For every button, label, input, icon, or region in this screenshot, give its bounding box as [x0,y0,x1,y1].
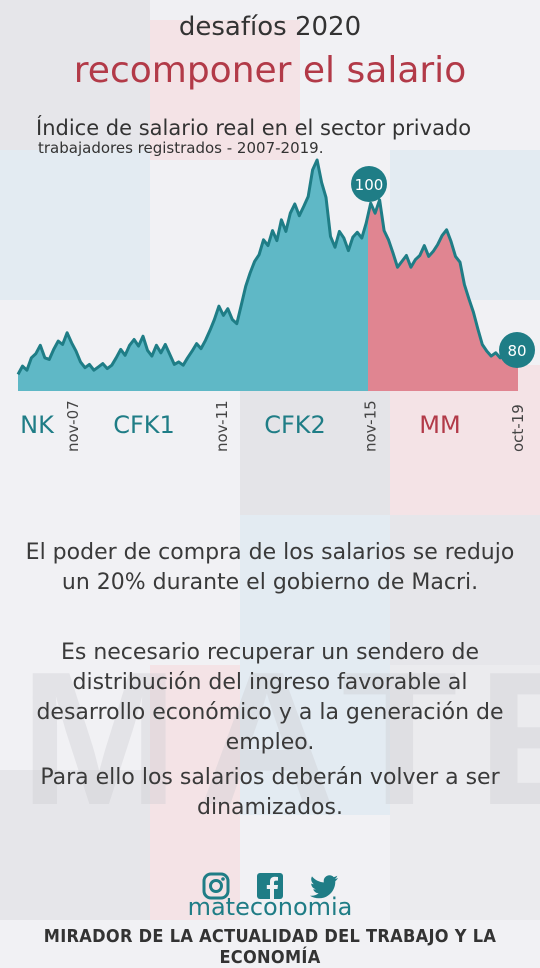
x-tick-label: oct-19 [509,404,527,452]
period-label-cfk2: CFK2 [264,411,326,439]
background-block [150,665,240,920]
facebook-icon[interactable] [256,872,284,900]
background-block [390,665,540,920]
x-tick-label: nov-15 [362,400,380,452]
area-nk-cfk [18,160,368,391]
twitter-icon[interactable] [310,872,338,900]
annotation-label: 100 [355,176,384,194]
background-block [240,665,390,815]
background-block [150,20,300,160]
background-block [390,515,540,665]
x-tick-label: nov-07 [64,400,82,452]
paragraph-2: Es necesario recuperar un sendero de dis… [36,640,504,755]
instagram-icon[interactable] [202,872,230,900]
background-block [0,150,150,300]
chart-subtitle: trabajadores registrados - 2007-2019. [38,139,324,157]
paragraph-3: Para ello los salarios deberán volver a … [40,765,500,820]
paragraph-1: El poder de compra de los salarios se re… [25,540,515,595]
watermark-logo: MATE [20,633,540,845]
background-block [240,515,390,665]
page-title: recomponer el salario [73,50,467,91]
background-block [0,0,150,150]
wage-index-chart: 100 80 NK CFK1 CFK2 MM nov-07 nov-11 nov-15 oct… [16,158,535,452]
period-label-cfk1: CFK1 [113,411,175,439]
series-line [16,158,520,376]
annotation-marker [499,332,535,368]
annotation-label: 80 [507,342,526,360]
background-block [0,770,150,920]
x-tick-label: nov-11 [213,400,231,452]
pre-title: desafíos 2020 [178,12,362,42]
period-label-mm: MM [419,411,460,439]
annotation-marker [351,166,387,202]
footer-tagline: MIRADOR DE LA ACTUALIDAD DEL TRABAJO Y L… [43,926,497,968]
chart-title: Índice de salario real en el sector priv… [36,116,472,140]
period-label-nk: NK [20,411,55,439]
brand-handle: mateconomia [187,893,353,921]
